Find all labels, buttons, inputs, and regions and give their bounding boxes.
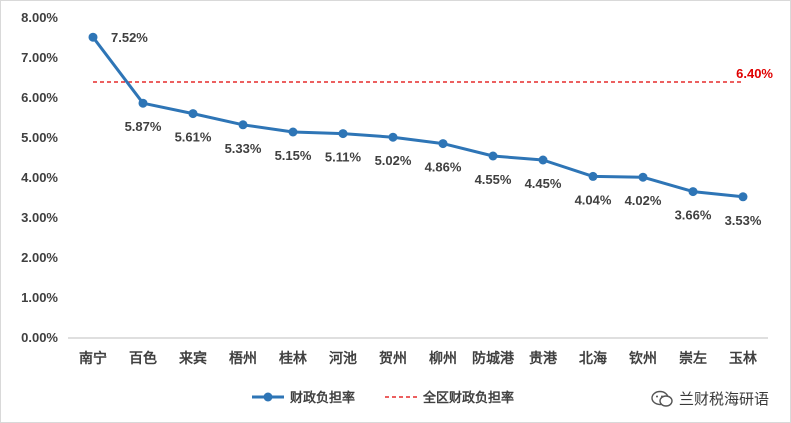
legend-series-label: 财政负担率 (290, 390, 355, 406)
data-label: 3.66% (675, 208, 712, 223)
series-line (88, 32, 748, 202)
data-label: 4.02% (625, 193, 662, 208)
legend-reference-label: 全区财政负担率 (422, 390, 514, 406)
y-tick-label: 3.00% (21, 210, 58, 225)
data-labels: 7.52% 5.87% 5.61% 5.33% 5.15% 5.11% 5.02% 4.86%… (111, 30, 762, 228)
x-tick-label: 贺州 (378, 350, 407, 367)
data-point (138, 98, 148, 108)
data-point (438, 139, 448, 149)
y-tick-label: 0.00% (21, 330, 58, 345)
x-tick-label: 玉林 (729, 350, 757, 367)
data-label: 5.87% (125, 119, 162, 134)
x-tick-label: 防城港 (472, 350, 515, 367)
watermark: 兰财税海研语 (651, 388, 769, 409)
y-tick-label: 4.00% (21, 170, 58, 185)
data-label: 5.02% (375, 153, 412, 168)
series-path (91, 36, 744, 199)
legend-series-marker (263, 392, 273, 402)
data-label: 5.33% (225, 141, 262, 156)
y-tick-label: 8.00% (21, 10, 58, 25)
x-tick-label: 钦州 (629, 350, 657, 367)
y-axis: 0.00% 1.00% 2.00% 3.00% 4.00% 5.00% 6.00% 7.00%… (21, 10, 58, 345)
y-tick-label: 2.00% (21, 250, 58, 265)
data-label: 5.15% (275, 148, 312, 163)
reference-line: 6.40% (93, 66, 773, 83)
data-point (688, 187, 698, 197)
y-tick-label: 1.00% (21, 290, 58, 305)
legend: 财政负担率 全区财政负担率 (252, 390, 514, 406)
x-tick-label: 来宾 (178, 350, 207, 367)
data-point (738, 192, 748, 202)
wechat-icon (651, 390, 673, 407)
data-point (338, 129, 348, 139)
data-point (88, 32, 98, 42)
x-tick-label: 河池 (329, 350, 357, 367)
x-tick-label: 贵港 (529, 350, 558, 367)
data-label: 3.53% (725, 213, 762, 228)
data-label: 4.04% (575, 192, 612, 207)
x-tick-label: 桂林 (278, 350, 307, 367)
x-tick-label: 梧州 (229, 350, 257, 367)
data-label: 7.52% (111, 30, 148, 45)
data-point (238, 120, 248, 130)
x-tick-label: 崇左 (679, 350, 707, 367)
x-tick-label: 北海 (579, 350, 607, 367)
data-label: 4.45% (525, 176, 562, 191)
data-point (288, 127, 298, 137)
x-tick-label: 百色 (129, 350, 157, 367)
y-tick-label: 5.00% (21, 130, 58, 145)
x-tick-label: 柳州 (429, 350, 457, 367)
data-point (638, 172, 648, 182)
y-tick-label: 7.00% (21, 50, 58, 65)
data-point (488, 151, 498, 161)
data-label: 5.11% (325, 150, 362, 165)
y-tick-label: 6.00% (21, 90, 58, 105)
data-label: 4.86% (425, 160, 462, 175)
data-label: 5.61% (175, 130, 212, 145)
data-point (588, 171, 598, 181)
x-axis: 南宁 百色 来宾 梧州 桂林 河池 贺州 柳州 防城港 贵港 北海 钦州 崇左 玉林 (68, 337, 768, 367)
reference-data-label: 6.40% (736, 66, 773, 81)
data-point (388, 132, 398, 142)
x-tick-label: 南宁 (79, 350, 107, 367)
data-label: 4.55% (475, 172, 512, 187)
data-point (188, 109, 198, 119)
data-point (538, 155, 548, 165)
watermark-text: 兰财税海研语 (678, 390, 769, 408)
